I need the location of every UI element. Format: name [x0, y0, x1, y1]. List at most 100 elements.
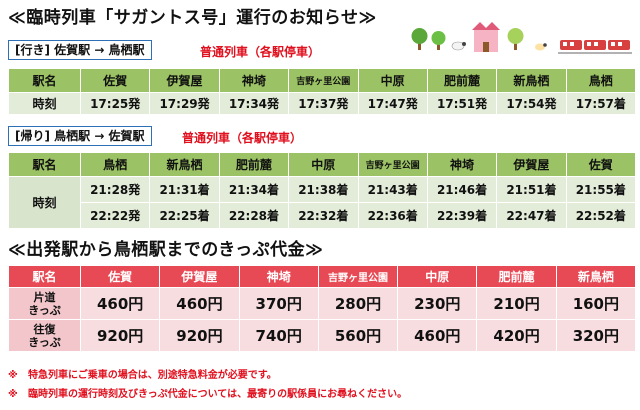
fare-cell: 740円	[238, 319, 319, 352]
return-timetable: 駅名 鳥栖 新鳥栖 肥前麓 中原 吉野ヶ里公園 神埼 伊賀屋 佐賀 時刻 21:…	[8, 152, 637, 229]
fare-cell: 280円	[317, 287, 399, 320]
note-line: ※ 特急列車にご乗車の場合は、別途特急料金が必要です。	[8, 366, 407, 385]
table-row: 往復 きっぷ 920円 920円 740円 560円 460円 420円 320…	[8, 319, 637, 352]
sheep-icon	[451, 41, 466, 51]
header-cell: 吉野ヶ里公園	[357, 152, 428, 177]
row-label: 片道 きっぷ	[8, 287, 81, 320]
tree-icon	[507, 28, 524, 50]
header-cell: 伊賀屋	[159, 265, 240, 288]
fare-cell: 230円	[397, 287, 478, 320]
header-cell: 鳥栖	[565, 68, 637, 93]
fare-cell: 160円	[555, 287, 637, 320]
header-cell: 新鳥栖	[555, 265, 637, 288]
fare-cell: 920円	[159, 319, 240, 352]
table-row: 時刻 17:25発 17:29発 17:34発 17:37発 17:47発 17…	[8, 92, 637, 115]
table-header-row: 駅名 鳥栖 新鳥栖 肥前麓 中原 吉野ヶ里公園 神埼 伊賀屋 佐賀	[8, 152, 637, 177]
time-cell: 22:39着	[426, 202, 498, 229]
time-cell: 21:55着	[565, 176, 637, 203]
header-cell: 中原	[397, 265, 478, 288]
fare-cell: 560円	[317, 319, 399, 352]
tree-icon	[431, 31, 446, 50]
time-cell: 17:29発	[149, 92, 220, 115]
fare-cell: 920円	[79, 319, 161, 352]
header-cell: 肥前麓	[426, 68, 498, 93]
time-cell: 22:25着	[149, 202, 220, 229]
time-cell: 22:28着	[218, 202, 290, 229]
header-cell: 新鳥栖	[149, 152, 220, 177]
note-text: 臨時列車の運行時刻及びきっぷ代金については、最寄りの駅係員にお尋ねください。	[28, 389, 408, 400]
sheep-icon	[535, 43, 547, 51]
return-route-label: [帰り] 鳥栖駅 → 佐賀駅	[8, 126, 152, 146]
note-text: 特急列車にご乗車の場合は、別途特急料金が必要です。	[28, 370, 277, 381]
time-cell: 17:47発	[357, 92, 428, 115]
note-mark: ※	[8, 389, 18, 400]
time-cell: 21:31着	[149, 176, 220, 203]
time-cell: 17:51発	[426, 92, 498, 115]
time-cell: 17:25発	[79, 92, 151, 115]
row-label-line: きっぷ	[28, 335, 61, 349]
header-cell: 佐賀	[79, 68, 151, 93]
header-cell: 中原	[357, 68, 428, 93]
page-title: ≪臨時列車「サガントス号」運行のお知らせ≫	[8, 8, 377, 28]
outbound-timetable: 駅名 佐賀 伊賀屋 神埼 吉野ヶ里公園 中原 肥前麓 新鳥栖 鳥栖 時刻 17:…	[8, 68, 637, 115]
time-cell: 22:22発	[79, 202, 151, 229]
header-cell: 吉野ヶ里公園	[317, 265, 399, 288]
table-header-row: 駅名 佐賀 伊賀屋 神埼 吉野ヶ里公園 中原 肥前麓 新鳥栖 鳥栖	[8, 68, 637, 93]
fare-cell: 460円	[397, 319, 478, 352]
row-label-line: 往復	[33, 322, 56, 336]
fare-cell: 460円	[79, 287, 161, 320]
header-cell: 駅名	[8, 152, 81, 177]
fare-cell: 460円	[159, 287, 240, 320]
time-cell: 21:28発	[79, 176, 151, 203]
decoration-illustration	[411, 22, 632, 54]
row-label-line: 片道	[33, 290, 56, 304]
time-cell: 22:52着	[565, 202, 637, 229]
time-cell: 22:36着	[357, 202, 428, 229]
time-cell: 22:32着	[288, 202, 359, 229]
header-cell: 駅名	[8, 265, 81, 288]
row-label-line: きっぷ	[28, 303, 61, 317]
tree-icon	[411, 28, 428, 50]
fare-cell: 210円	[476, 287, 557, 320]
table-row: 時刻 21:28発 21:31着 21:34着 21:38着 21:43着 21…	[8, 176, 637, 229]
outbound-route-label: [行き] 佐賀駅 → 鳥栖駅	[8, 40, 152, 60]
header-cell: 神埼	[218, 68, 290, 93]
note-mark: ※	[8, 370, 18, 381]
fare-cell: 320円	[555, 319, 637, 352]
row-label: 時刻	[8, 92, 81, 115]
note-line: ※ 臨時列車の運行時刻及びきっぷ代金については、最寄りの駅係員にお尋ねください。	[8, 385, 407, 404]
time-cell: 21:46着	[426, 176, 498, 203]
row-label: 往復 きっぷ	[8, 319, 81, 352]
header-cell: 中原	[288, 152, 359, 177]
time-cell: 21:34着	[218, 176, 290, 203]
header-cell: 神埼	[426, 152, 498, 177]
train-icon	[558, 40, 632, 54]
header-cell: 伊賀屋	[149, 68, 220, 93]
header-cell: 佐賀	[79, 265, 161, 288]
table-row: 22:22発 22:25着 22:28着 22:32着 22:36着 22:39…	[9, 202, 637, 229]
fare-table: 駅名 佐賀 伊賀屋 神埼 吉野ヶ里公園 中原 肥前麓 新鳥栖 片道 きっぷ 46…	[8, 265, 637, 352]
fare-section-title: ≪出発駅から鳥栖駅までのきっぷ代金≫	[8, 240, 324, 260]
castle-icon	[472, 22, 500, 52]
header-cell: 新鳥栖	[496, 68, 567, 93]
time-cell: 21:43着	[357, 176, 428, 203]
table-header-row: 駅名 佐賀 伊賀屋 神埼 吉野ヶ里公園 中原 肥前麓 新鳥栖	[8, 265, 637, 288]
notes: ※ 特急列車にご乗車の場合は、別途特急料金が必要です。 ※ 臨時列車の運行時刻及びき…	[8, 366, 407, 404]
outbound-train-type: 普通列車（各駅停車）	[200, 45, 321, 59]
row-label: 時刻	[8, 176, 81, 229]
time-cell: 17:57着	[565, 92, 637, 115]
header-cell: 佐賀	[565, 152, 637, 177]
table-row: 片道 きっぷ 460円 460円 370円 280円 230円 210円 160…	[8, 287, 637, 320]
time-cell: 17:34発	[218, 92, 290, 115]
header-cell: 伊賀屋	[496, 152, 567, 177]
header-cell: 肥前麓	[218, 152, 290, 177]
time-cell: 21:38着	[288, 176, 359, 203]
return-train-type: 普通列車（各駅停車）	[182, 131, 303, 145]
fare-cell: 370円	[238, 287, 319, 320]
header-cell: 吉野ヶ里公園	[288, 68, 359, 93]
header-cell: 駅名	[8, 68, 81, 93]
time-cell: 22:47着	[496, 202, 567, 229]
header-cell: 神埼	[238, 265, 319, 288]
time-cell: 17:54発	[496, 92, 567, 115]
header-cell: 鳥栖	[79, 152, 151, 177]
